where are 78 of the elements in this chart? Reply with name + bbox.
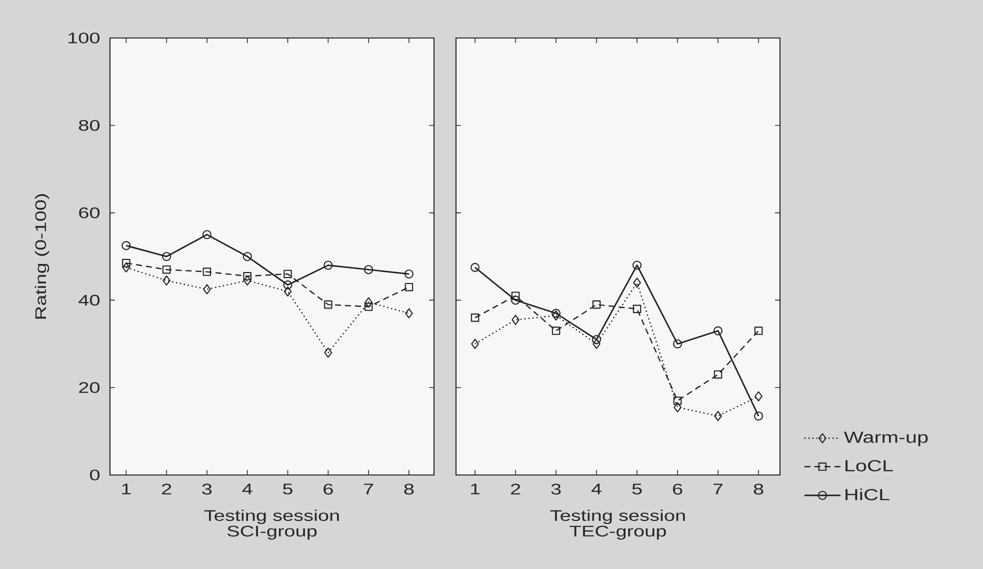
x-tick-label: 3 [202, 484, 212, 495]
point [592, 300, 601, 309]
point [404, 269, 414, 279]
x-tick-label: 4 [242, 484, 252, 494]
point [471, 338, 479, 349]
point [405, 308, 413, 318]
x-axis-title: Testing session [204, 510, 339, 524]
point [364, 297, 372, 308]
x-tick-label: 1 [471, 484, 480, 494]
point [552, 310, 560, 321]
text: SCI-group [227, 526, 317, 540]
y-tick-label: 60 [79, 207, 100, 218]
point [552, 308, 561, 318]
point [242, 252, 252, 262]
x-tick-label: 8 [404, 484, 414, 495]
x-tick-label: 5 [283, 484, 292, 494]
point [592, 338, 600, 349]
point [632, 260, 642, 270]
point [674, 402, 682, 412]
text: TEC-group [570, 526, 666, 540]
y-tick-label: 0 [90, 470, 100, 480]
point [324, 300, 332, 309]
point [162, 252, 172, 262]
x-tick-label: 1 [122, 484, 131, 494]
point [162, 275, 170, 286]
x-tick-label: 2 [510, 484, 520, 494]
point [754, 411, 764, 421]
point [632, 304, 642, 314]
point [364, 302, 373, 311]
point [202, 230, 212, 240]
point [511, 292, 520, 300]
legend-label: Warm-up [844, 432, 928, 446]
y-axis-title: Rating (0-100) [34, 194, 50, 319]
point [633, 278, 641, 288]
x-tick-label: 6 [324, 484, 333, 495]
x-axis-title: Testing session [550, 510, 685, 524]
point [324, 260, 333, 270]
point [122, 241, 131, 250]
point [673, 396, 682, 405]
point [284, 270, 292, 278]
x-tick-label: 7 [364, 484, 374, 494]
point [283, 280, 292, 290]
x-tick-label: 6 [672, 484, 682, 495]
point [713, 326, 723, 336]
point [754, 391, 762, 402]
x-tick-label: 3 [551, 484, 561, 495]
x-tick-label: 5 [632, 484, 642, 494]
point [284, 286, 292, 297]
point [243, 275, 252, 286]
point [404, 282, 414, 292]
point [122, 258, 130, 268]
point [364, 265, 374, 274]
x-tick-label: 2 [162, 484, 172, 494]
point [470, 314, 480, 322]
point [470, 262, 480, 272]
x-tick-label: 8 [754, 484, 764, 495]
legend-label: LoCL [846, 460, 893, 472]
legend-label: HiCL [846, 488, 890, 500]
point [714, 370, 722, 379]
point [324, 348, 332, 358]
point [592, 334, 602, 344]
point [512, 314, 520, 325]
point [162, 265, 171, 274]
point [122, 262, 130, 272]
x-tick-label: 7 [714, 484, 723, 494]
point [203, 284, 211, 294]
point [552, 326, 560, 335]
point [202, 268, 212, 276]
point [754, 326, 763, 335]
y-tick-label: 20 [79, 382, 100, 394]
point [511, 296, 520, 305]
point [714, 410, 722, 422]
point [672, 339, 682, 348]
x-tick-label: 4 [591, 484, 602, 494]
y-tick-label: 40 [78, 294, 100, 306]
y-tick-label: 80 [78, 120, 100, 131]
point [243, 272, 252, 280]
y-tick-label: 100 [68, 32, 100, 44]
